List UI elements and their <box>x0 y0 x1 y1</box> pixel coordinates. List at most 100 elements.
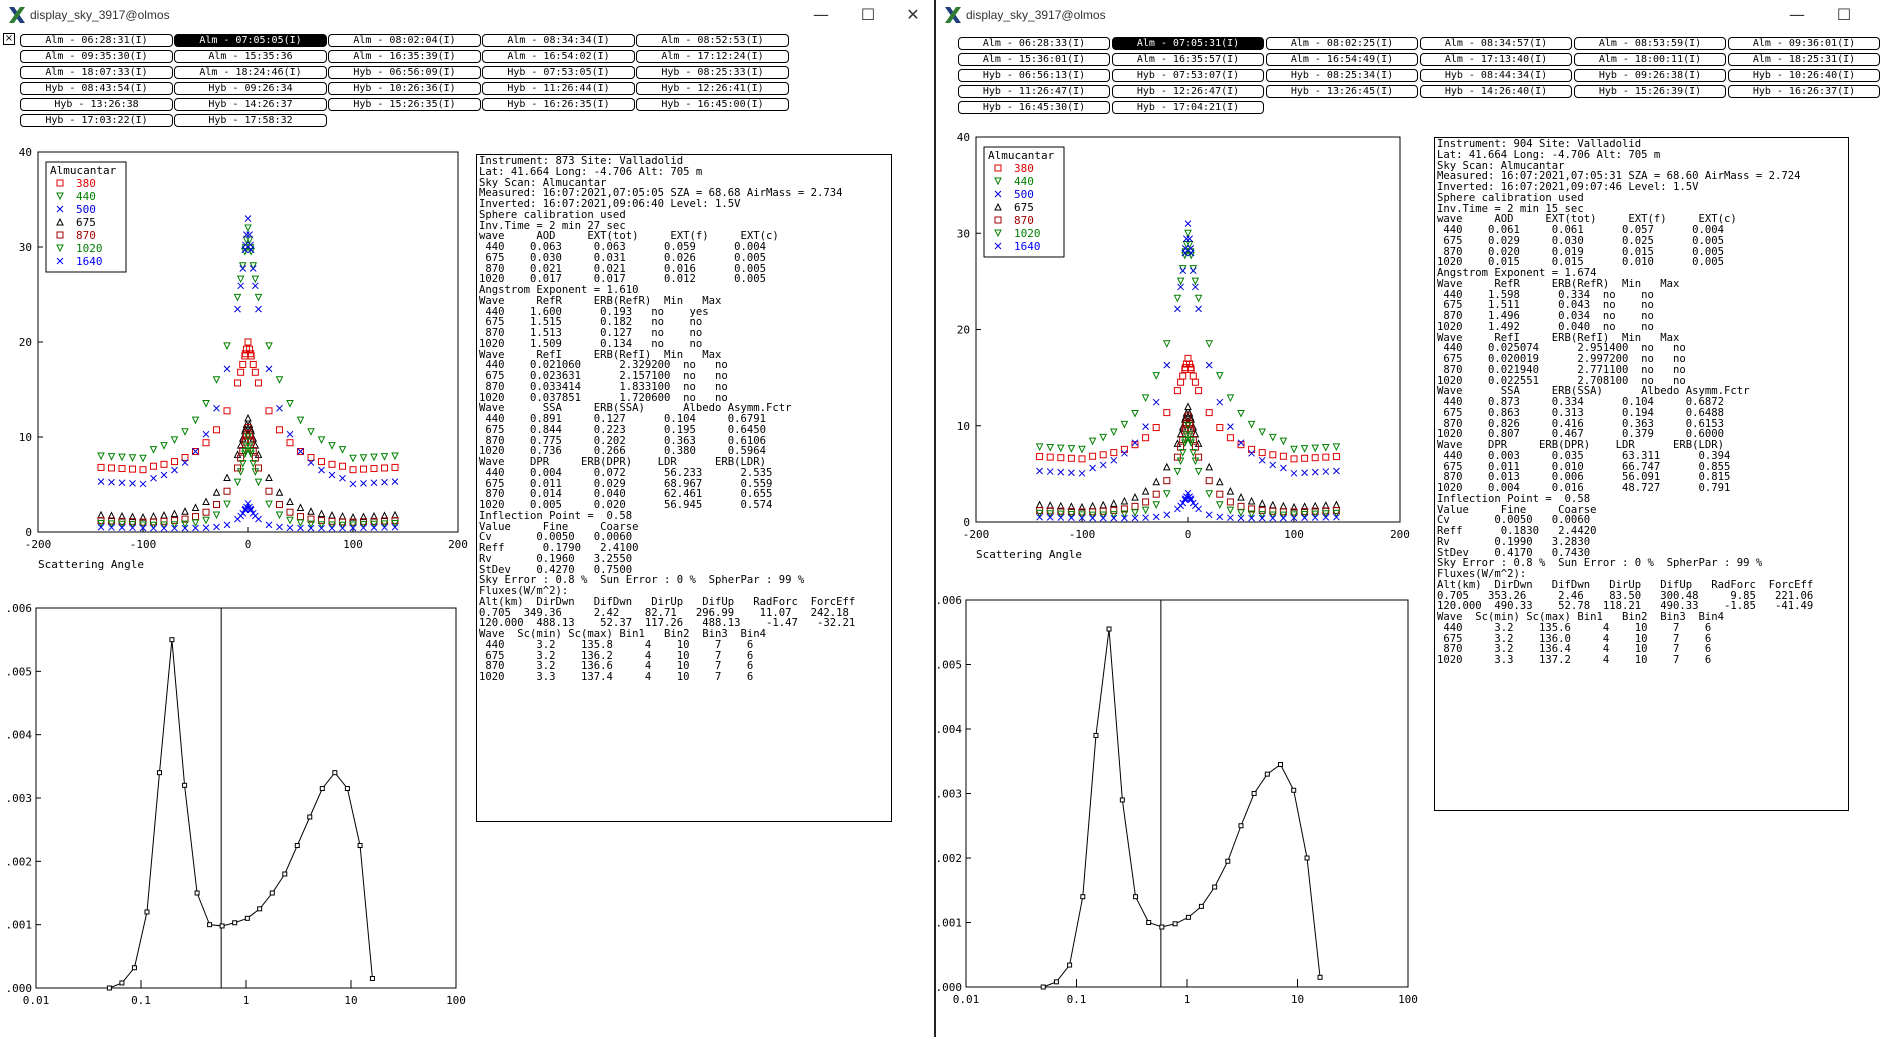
tab-alm-16-35-57-i[interactable]: Alm - 16:35:57(I) <box>1112 53 1264 66</box>
data-point-440 <box>249 262 258 270</box>
y-tick-label: 40 <box>19 146 32 159</box>
tab-hyb-13-26-45-i[interactable]: Hyb - 13:26:45(I) <box>1266 85 1418 98</box>
data-point-500 <box>1301 469 1308 477</box>
tab-alm-07-05-05-i[interactable]: Alm - 07:05:05(I) <box>174 34 327 47</box>
tab-hyb-15-26-39-i[interactable]: Hyb - 15:26:39(I) <box>1574 85 1726 98</box>
data-point-1640 <box>181 524 189 532</box>
tab-alm-18-24-46-i[interactable]: Alm - 18:24:46(I) <box>174 66 327 79</box>
tab-hyb-12-26-41-i[interactable]: Hyb - 12:26:41(I) <box>636 82 789 95</box>
data-point-380 <box>97 463 105 471</box>
data-point-380 <box>1036 453 1044 461</box>
tab-hyb-10-26-36-i[interactable]: Hyb - 10:26:36(I) <box>328 82 481 95</box>
data-point-675 <box>118 511 126 520</box>
tab-hyb-06-56-13-i[interactable]: Hyb - 06:56:13(I) <box>958 69 1110 82</box>
tab-alm-15-35-36[interactable]: Alm - 15:35:36 <box>174 50 327 63</box>
tab-alm-08-34-57-i[interactable]: Alm - 08:34:57(I) <box>1420 37 1572 50</box>
tab-alm-06-28-33-i[interactable]: Alm - 06:28:33(I) <box>958 37 1110 50</box>
tab-hyb-10-26-40-i[interactable]: Hyb - 10:26:40(I) <box>1728 69 1880 82</box>
title-bar[interactable]: display_sky_3917@olmos — ☐ <box>936 0 1895 30</box>
data-point-380 <box>318 458 325 466</box>
tab-alm-08-34-34-i[interactable]: Alm - 08:34:34(I) <box>482 34 635 47</box>
tab-hyb-16-45-30-i[interactable]: Hyb - 16:45:30(I) <box>958 101 1110 114</box>
data-point-1640 <box>1121 514 1128 522</box>
tab-alm-15-36-01-i[interactable]: Alm - 15:36:01(I) <box>958 53 1110 66</box>
tab-hyb-08-44-34-i[interactable]: Hyb - 08:44:34(I) <box>1420 69 1572 82</box>
minimize-icon[interactable]: — <box>813 5 829 24</box>
tab-alm-06-28-31-i[interactable]: Alm - 06:28:31(I) <box>20 34 173 47</box>
data-point-1020 <box>380 520 389 528</box>
tab-hyb-15-26-35-i[interactable]: Hyb - 15:26:35(I) <box>328 98 481 111</box>
data-point-675 <box>212 488 221 496</box>
data-point-1640 <box>1078 514 1086 522</box>
tab-alm-09-35-30-i[interactable]: Alm - 09:35:30(I) <box>20 50 173 63</box>
data-point-1020 <box>1332 509 1341 518</box>
tab-hyb-08-43-54-i[interactable]: Hyb - 08:43:54(I) <box>20 82 173 95</box>
data-point-1640 <box>1216 513 1224 521</box>
tab-alm-08-02-04-i[interactable]: Alm - 08:02:04(I) <box>328 34 481 47</box>
tab-hyb-17-58-32[interactable]: Hyb - 17:58:32 <box>174 114 327 127</box>
tab-alm-16-54-49-i[interactable]: Alm - 16:54:49(I) <box>1266 53 1418 66</box>
data-point-1020 <box>1247 510 1256 519</box>
inversion-results-panel: Instrument: 873 Site: Valladolid Lat: 41… <box>476 154 892 822</box>
tab-alm-18-25-31-i[interactable]: Alm - 18:25:31(I) <box>1728 53 1880 66</box>
close-icon[interactable]: ✕ <box>906 5 920 24</box>
data-point-870 <box>223 487 231 495</box>
tab-hyb-14-26-40-i[interactable]: Hyb - 14:26:40(I) <box>1420 85 1572 98</box>
data-point-440 <box>1162 340 1171 348</box>
tab-alm-17-13-40-i[interactable]: Alm - 17:13:40(I) <box>1420 53 1572 66</box>
tab-hyb-12-26-47-i[interactable]: Hyb - 12:26:47(I) <box>1112 85 1264 98</box>
tab-hyb-11-26-47-i[interactable]: Hyb - 11:26:47(I) <box>958 85 1110 98</box>
maximize-icon[interactable]: ☐ <box>1836 5 1852 24</box>
panel-close-icon[interactable]: × <box>3 33 15 45</box>
data-point <box>1264 771 1270 777</box>
tab-alm-08-53-59-i[interactable]: Alm - 08:53:59(I) <box>1574 37 1726 50</box>
y-tick-label: 0 <box>25 526 32 539</box>
tab-alm-07-05-31-i[interactable]: Alm - 07:05:31(I) <box>1112 37 1264 50</box>
data-point-675 <box>1247 496 1256 505</box>
plot-area: Alm - 06:28:33(I) Alm - 07:05:31(I) Alm - … <box>936 30 1895 1037</box>
tab-hyb-11-26-44-i[interactable]: Hyb - 11:26:44(I) <box>482 82 635 95</box>
maximize-icon[interactable]: ☐ <box>860 5 876 24</box>
tab-hyb-17-03-22-i[interactable]: Hyb - 17:03:22(I) <box>20 114 173 127</box>
tab-hyb-06-56-09-i[interactable]: Hyb - 06:56:09(I) <box>328 66 481 79</box>
data-point-1640 <box>381 524 388 531</box>
tab-hyb-16-45-00-i[interactable]: Hyb - 16:45:00(I) <box>636 98 789 111</box>
data-point-380 <box>1067 454 1075 462</box>
data-point-870 <box>318 517 325 525</box>
tab-hyb-08-25-34-i[interactable]: Hyb - 08:25:34(I) <box>1266 69 1418 82</box>
data-point-500 <box>139 480 147 488</box>
tab-hyb-16-26-37-i[interactable]: Hyb - 16:26:37(I) <box>1728 85 1880 98</box>
tab-alm-18-00-11-i[interactable]: Alm - 18:00:11(I) <box>1574 53 1726 66</box>
tab-hyb-07-53-05-i[interactable]: Hyb - 07:53:05(I) <box>482 66 635 79</box>
minimize-icon[interactable]: — <box>1789 5 1805 24</box>
tab-hyb-17-04-21-i[interactable]: Hyb - 17:04:21(I) <box>1112 101 1264 114</box>
tab-alm-17-12-24-i[interactable]: Alm - 17:12:24(I) <box>636 50 789 63</box>
tab-hyb-08-25-33-i[interactable]: Hyb - 08:25:33(I) <box>636 66 789 79</box>
tab-hyb-16-26-35-i[interactable]: Hyb - 16:26:35(I) <box>482 98 635 111</box>
data-point-1640 <box>1269 514 1277 522</box>
title-bar[interactable]: display_sky_3917@olmos — ☐ ✕ <box>0 0 934 30</box>
data-point-380 <box>1186 360 1194 368</box>
data-point <box>1185 914 1191 920</box>
data-point-675 <box>1131 493 1139 501</box>
tab-alm-18-07-33-i[interactable]: Alm - 18:07:33(I) <box>20 66 173 79</box>
tab-hyb-07-53-07-i[interactable]: Hyb - 07:53:07(I) <box>1112 69 1264 82</box>
data-point-380 <box>239 360 247 368</box>
data-point-380 <box>244 338 252 346</box>
tab-alm-09-36-01-i[interactable]: Alm - 09:36:01(I) <box>1728 37 1880 50</box>
legend-label-380: 380 <box>76 177 96 190</box>
data-point-870 <box>234 464 241 472</box>
tab-alm-08-52-53-i[interactable]: Alm - 08:52:53(I) <box>636 34 789 47</box>
tab-alm-16-54-02-i[interactable]: Alm - 16:54:02(I) <box>482 50 635 63</box>
window-title: display_sky_3917@olmos <box>966 8 1106 22</box>
tab-alm-16-35-39-i[interactable]: Alm - 16:35:39(I) <box>328 50 481 63</box>
tab-hyb-13-26-38[interactable]: Hyb - 13:26:38 <box>20 98 173 111</box>
tab-alm-08-02-25-i[interactable]: Alm - 08:02:25(I) <box>1266 37 1418 50</box>
data-point-380 <box>276 426 283 434</box>
data-point-870 <box>1195 453 1203 461</box>
data-point-500 <box>251 282 259 290</box>
tab-hyb-09-26-34[interactable]: Hyb - 09:26:34 <box>174 82 327 95</box>
tab-hyb-09-26-38-i[interactable]: Hyb - 09:26:38(I) <box>1574 69 1726 82</box>
tab-hyb-14-26-37[interactable]: Hyb - 14:26:37 <box>174 98 327 111</box>
data-point-1020 <box>1078 511 1086 519</box>
